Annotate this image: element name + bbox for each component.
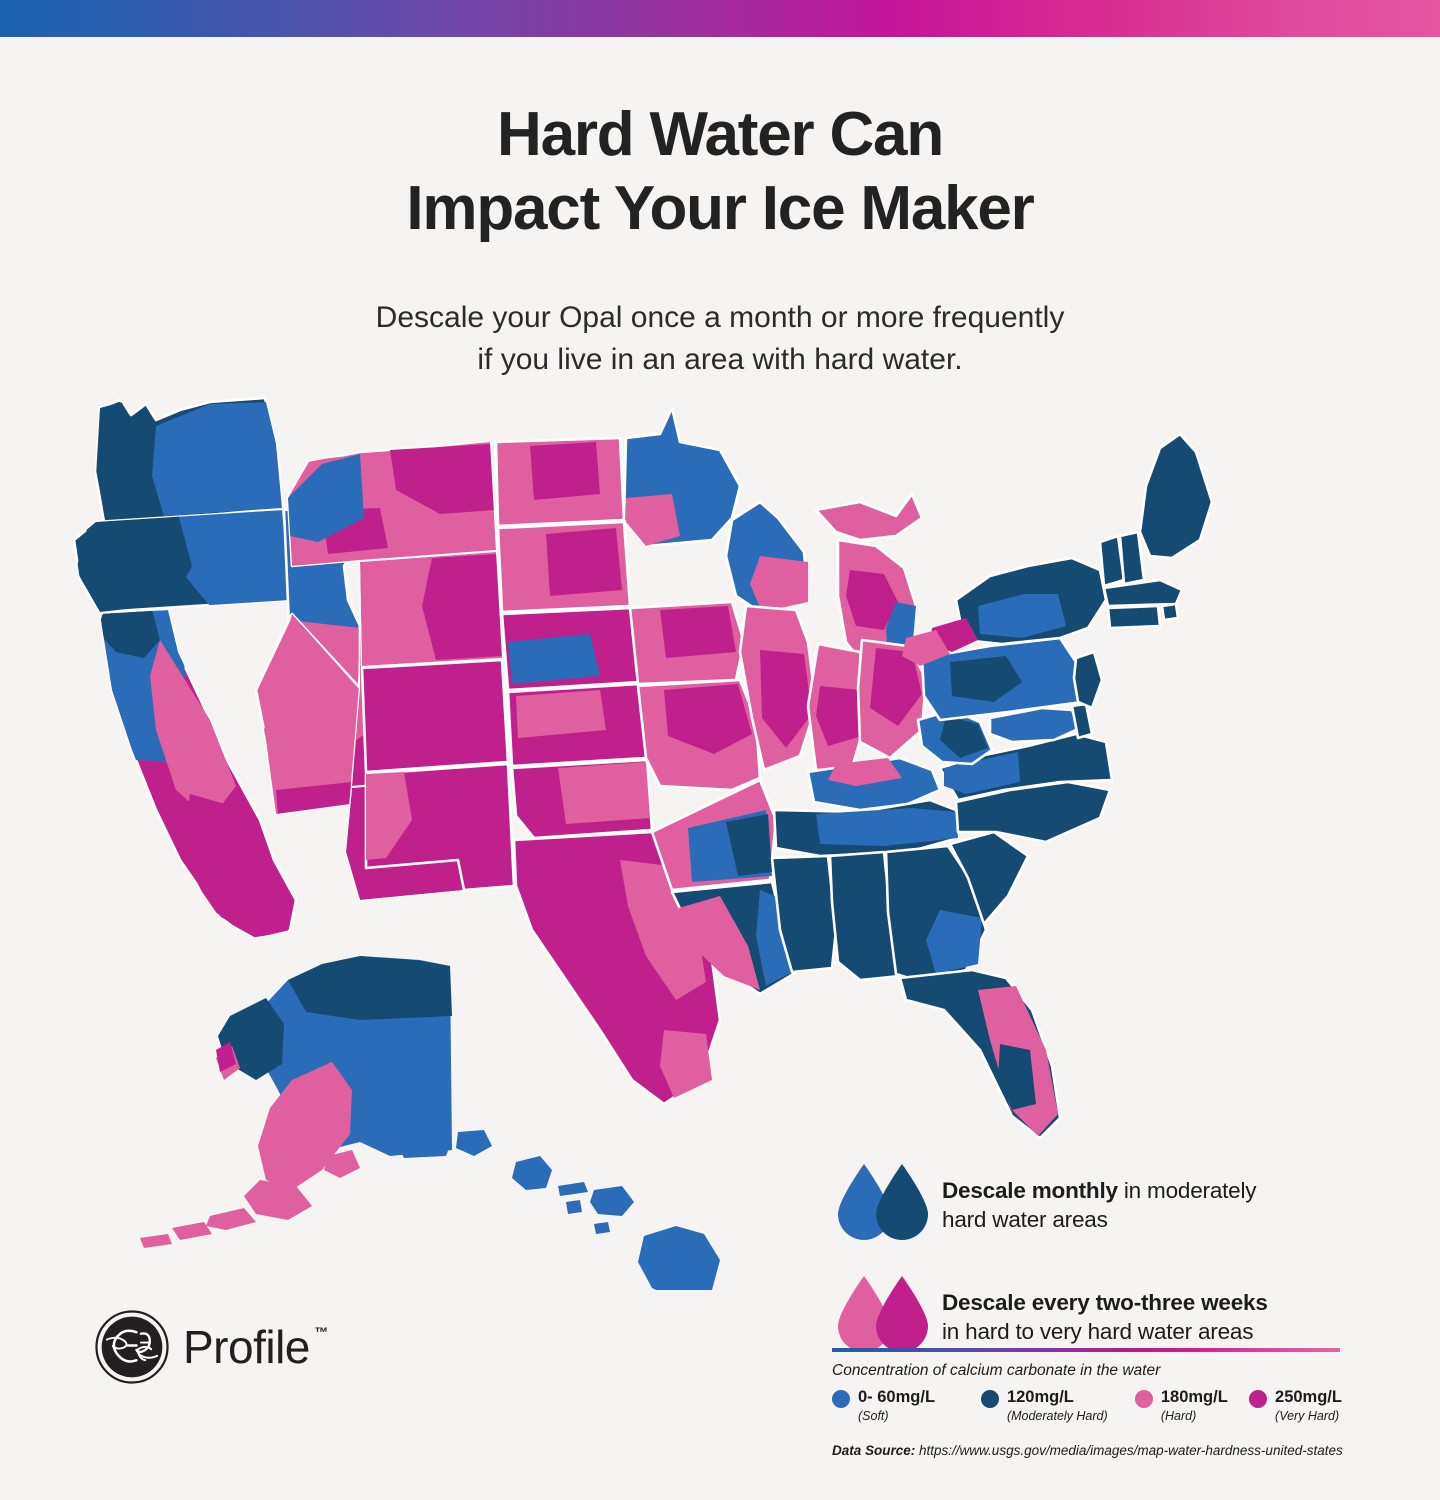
hawaii-maui <box>590 1186 634 1216</box>
scale-value-moderately-hard: 120mg/L <box>1006 1388 1074 1406</box>
state-maryland <box>988 706 1082 744</box>
alaska-peninsula <box>244 1180 312 1220</box>
scale-label-soft: (Soft) <box>858 1409 889 1423</box>
hawaii-inset <box>432 1130 720 1290</box>
scale-dot-moderately-hard <box>980 1390 999 1408</box>
page-title: Hard Water Can Impact Your Ice Maker <box>0 98 1440 246</box>
alaska-island-kodiak <box>324 1150 360 1178</box>
hawaii-lanai <box>566 1200 582 1214</box>
two-water-drops-pink-icon <box>830 1272 942 1358</box>
legend-line2-weeks: in hard to very hard water areas <box>942 1319 1254 1344</box>
state-massachusetts <box>1102 578 1184 608</box>
scale-value-very-hard: 250mg/L <box>1275 1388 1342 1406</box>
trademark-symbol: ™ <box>314 1324 328 1340</box>
profile-wordmark-text: Profile <box>183 1321 310 1373</box>
scale-item-soft: 0- 60mg/L (Soft) <box>832 1388 981 1425</box>
us-water-hardness-map <box>60 390 1390 1290</box>
alaska-aleutians-1 <box>206 1208 256 1230</box>
ge-profile-logo: Profile ™ <box>95 1310 328 1384</box>
legend-bold-weeks: Descale every two-three weeks <box>942 1290 1268 1315</box>
concentration-caption: Concentration of calcium carbonate in th… <box>832 1362 1161 1379</box>
scale-label-very-hard: (Very Hard) <box>1275 1409 1340 1423</box>
scale-dot-soft <box>832 1390 850 1408</box>
scale-item-very-hard: 250mg/L (Very Hard) <box>1249 1388 1342 1425</box>
alaska-island-pribilof <box>216 1042 236 1072</box>
profile-wordmark: Profile ™ <box>183 1320 328 1374</box>
state-rhode-island <box>1160 602 1180 622</box>
concentration-gradient-bar <box>832 1348 1340 1352</box>
scale-item-moderately-hard: 120mg/L (Moderately Hard) <box>980 1388 1135 1425</box>
title-line-2: Impact Your Ice Maker <box>406 174 1034 243</box>
alaska-inset <box>140 956 452 1248</box>
state-michigan <box>814 492 924 542</box>
hawaii-oahu <box>512 1156 552 1190</box>
scale-label-moderately-hard: (Moderately Hard) <box>1006 1409 1108 1423</box>
legend-rest-monthly: in moderately <box>1117 1178 1257 1203</box>
state-colorado <box>360 658 510 774</box>
state-maine <box>1138 432 1214 560</box>
alaska-aleutians-2 <box>172 1222 212 1240</box>
scale-value-hard: 180mg/L <box>1160 1388 1228 1406</box>
legend-text-hard: Descale every two-three weeks in hard to… <box>942 1272 1268 1346</box>
title-line-1: Hard Water Can <box>497 100 944 169</box>
concentration-scale: 0- 60mg/L (Soft) 120mg/L (Moderately Har… <box>832 1388 1342 1425</box>
map-svg <box>72 396 1214 1290</box>
alaska-north-slope <box>288 956 452 1020</box>
legend-row-hard: Descale every two-three weeks in hard to… <box>830 1272 1345 1358</box>
legend-line2-monthly: hard water areas <box>942 1207 1108 1232</box>
scale-value-soft: 0- 60mg/L <box>858 1388 936 1406</box>
hawaii-big-island <box>638 1226 720 1290</box>
state-connecticut <box>1106 604 1162 630</box>
descale-legend: Descale monthly in moderately hard water… <box>830 1160 1345 1384</box>
alaska-aleutians-3 <box>140 1234 172 1248</box>
data-source-lead: Data Source: <box>832 1443 920 1458</box>
scale-label-hard: (Hard) <box>1160 1409 1197 1423</box>
subtitle-line-2: if you live in an area with hard water. <box>477 343 963 376</box>
ge-monogram-icon <box>95 1310 169 1384</box>
hawaii-kahoolawe <box>594 1222 610 1234</box>
subtitle-line-1: Descale your Opal once a month or more f… <box>375 301 1065 334</box>
hawaii-niihau <box>432 1138 450 1154</box>
state-delaware <box>1070 702 1094 740</box>
two-water-drops-blue-icon <box>830 1160 942 1246</box>
legend-bold-monthly: Descale monthly <box>942 1178 1118 1203</box>
scale-dot-very-hard <box>1249 1390 1268 1408</box>
state-new-jersey <box>1072 650 1104 710</box>
hawaii-molokai <box>558 1182 588 1196</box>
legend-row-moderately-hard: Descale monthly in moderately hard water… <box>830 1160 1345 1246</box>
scale-dot-hard <box>1134 1390 1153 1408</box>
hawaii-kauai <box>456 1130 492 1156</box>
legend-text-moderately-hard: Descale monthly in moderately hard water… <box>942 1160 1257 1234</box>
state-mississippi <box>770 854 838 974</box>
contiguous-us <box>72 396 1214 1140</box>
scale-item-hard: 180mg/L (Hard) <box>1134 1388 1249 1425</box>
state-new-hampshire <box>1118 530 1146 586</box>
data-source-line: Data Source: https://www.usgs.gov/media/… <box>832 1443 1343 1458</box>
data-source-url: https://www.usgs.gov/media/images/map-wa… <box>919 1443 1343 1458</box>
page-subtitle: Descale your Opal once a month or more f… <box>0 297 1440 381</box>
top-gradient-bar <box>0 0 1440 37</box>
